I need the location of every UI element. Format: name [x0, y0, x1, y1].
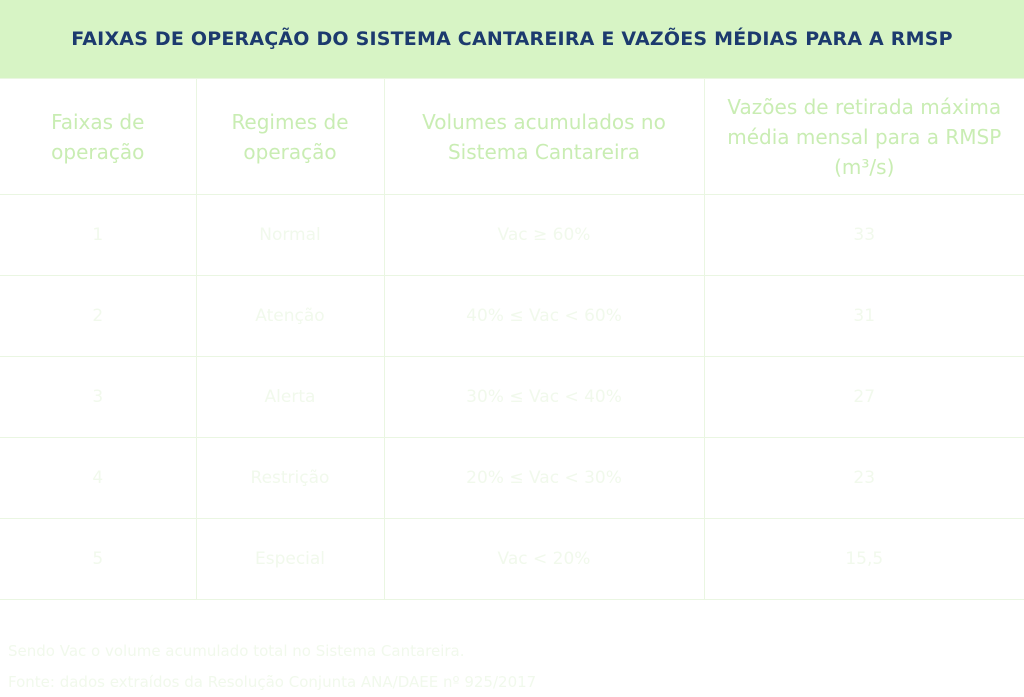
table-cell: 5: [0, 518, 197, 600]
table-cell: 40% ≤ Vac < 60%: [383, 275, 705, 357]
table-cell: 27: [703, 356, 1024, 438]
table-row: 2 Atenção 40% ≤ Vac < 60% 31: [0, 275, 1024, 357]
table-cell: 4: [0, 437, 197, 519]
title-bar: FAIXAS DE OPERAÇÃO DO SISTEMA CANTAREIRA…: [0, 0, 1024, 78]
title: FAIXAS DE OPERAÇÃO DO SISTEMA CANTAREIRA…: [71, 28, 953, 50]
table-cell: Alerta: [195, 356, 385, 438]
column-header: Vazões de retirada máxima média mensal p…: [703, 78, 1024, 195]
header-row: Faixas de operação Regimes de operação Vol…: [0, 78, 1024, 195]
table-cell: Atenção: [195, 275, 385, 357]
table-cell: Especial: [195, 518, 385, 600]
table-cell: 30% ≤ Vac < 40%: [383, 356, 705, 438]
note: Fonte: dados extraídos da Resolução Conj…: [8, 673, 537, 691]
table-cell: 1: [0, 194, 197, 276]
table-row: 4 Restrição 20% ≤ Vac < 30% 23: [0, 437, 1024, 519]
table-row: 1 Normal Vac ≥ 60% 33: [0, 194, 1024, 276]
column-header: Faixas de operação: [0, 78, 197, 195]
table-cell: Vac ≥ 60%: [383, 194, 705, 276]
table-cell: 20% ≤ Vac < 30%: [383, 437, 705, 519]
table-cell: Restrição: [195, 437, 385, 519]
column-header: Regimes de operação: [195, 78, 385, 195]
table-cell: 15,5: [703, 518, 1024, 600]
table-body: 1 Normal Vac ≥ 60% 33 2 Atenção 40% ≤ Vac < 60…: [0, 194, 1024, 600]
notes: Sendo Vac o volume acumulado total no Si…: [0, 636, 1024, 697]
table-cell: 31: [703, 275, 1024, 357]
note: Sendo Vac o volume acumulado total no Si…: [8, 642, 465, 660]
table-row: 3 Alerta 30% ≤ Vac < 40% 27: [0, 356, 1024, 438]
table-cell: 33: [703, 194, 1024, 276]
column-header: Volumes acumulados no Sistema Cantareira: [383, 78, 705, 195]
table-row: 5 Especial Vac < 20% 15,5: [0, 518, 1024, 600]
table-cell: 3: [0, 356, 197, 438]
table-cell: Normal: [195, 194, 385, 276]
table: Faixas de operação Regimes de operação Vol…: [0, 78, 1024, 600]
table-cell: 23: [703, 437, 1024, 519]
table-cell: 2: [0, 275, 197, 357]
table-cell: Vac < 20%: [383, 518, 705, 600]
